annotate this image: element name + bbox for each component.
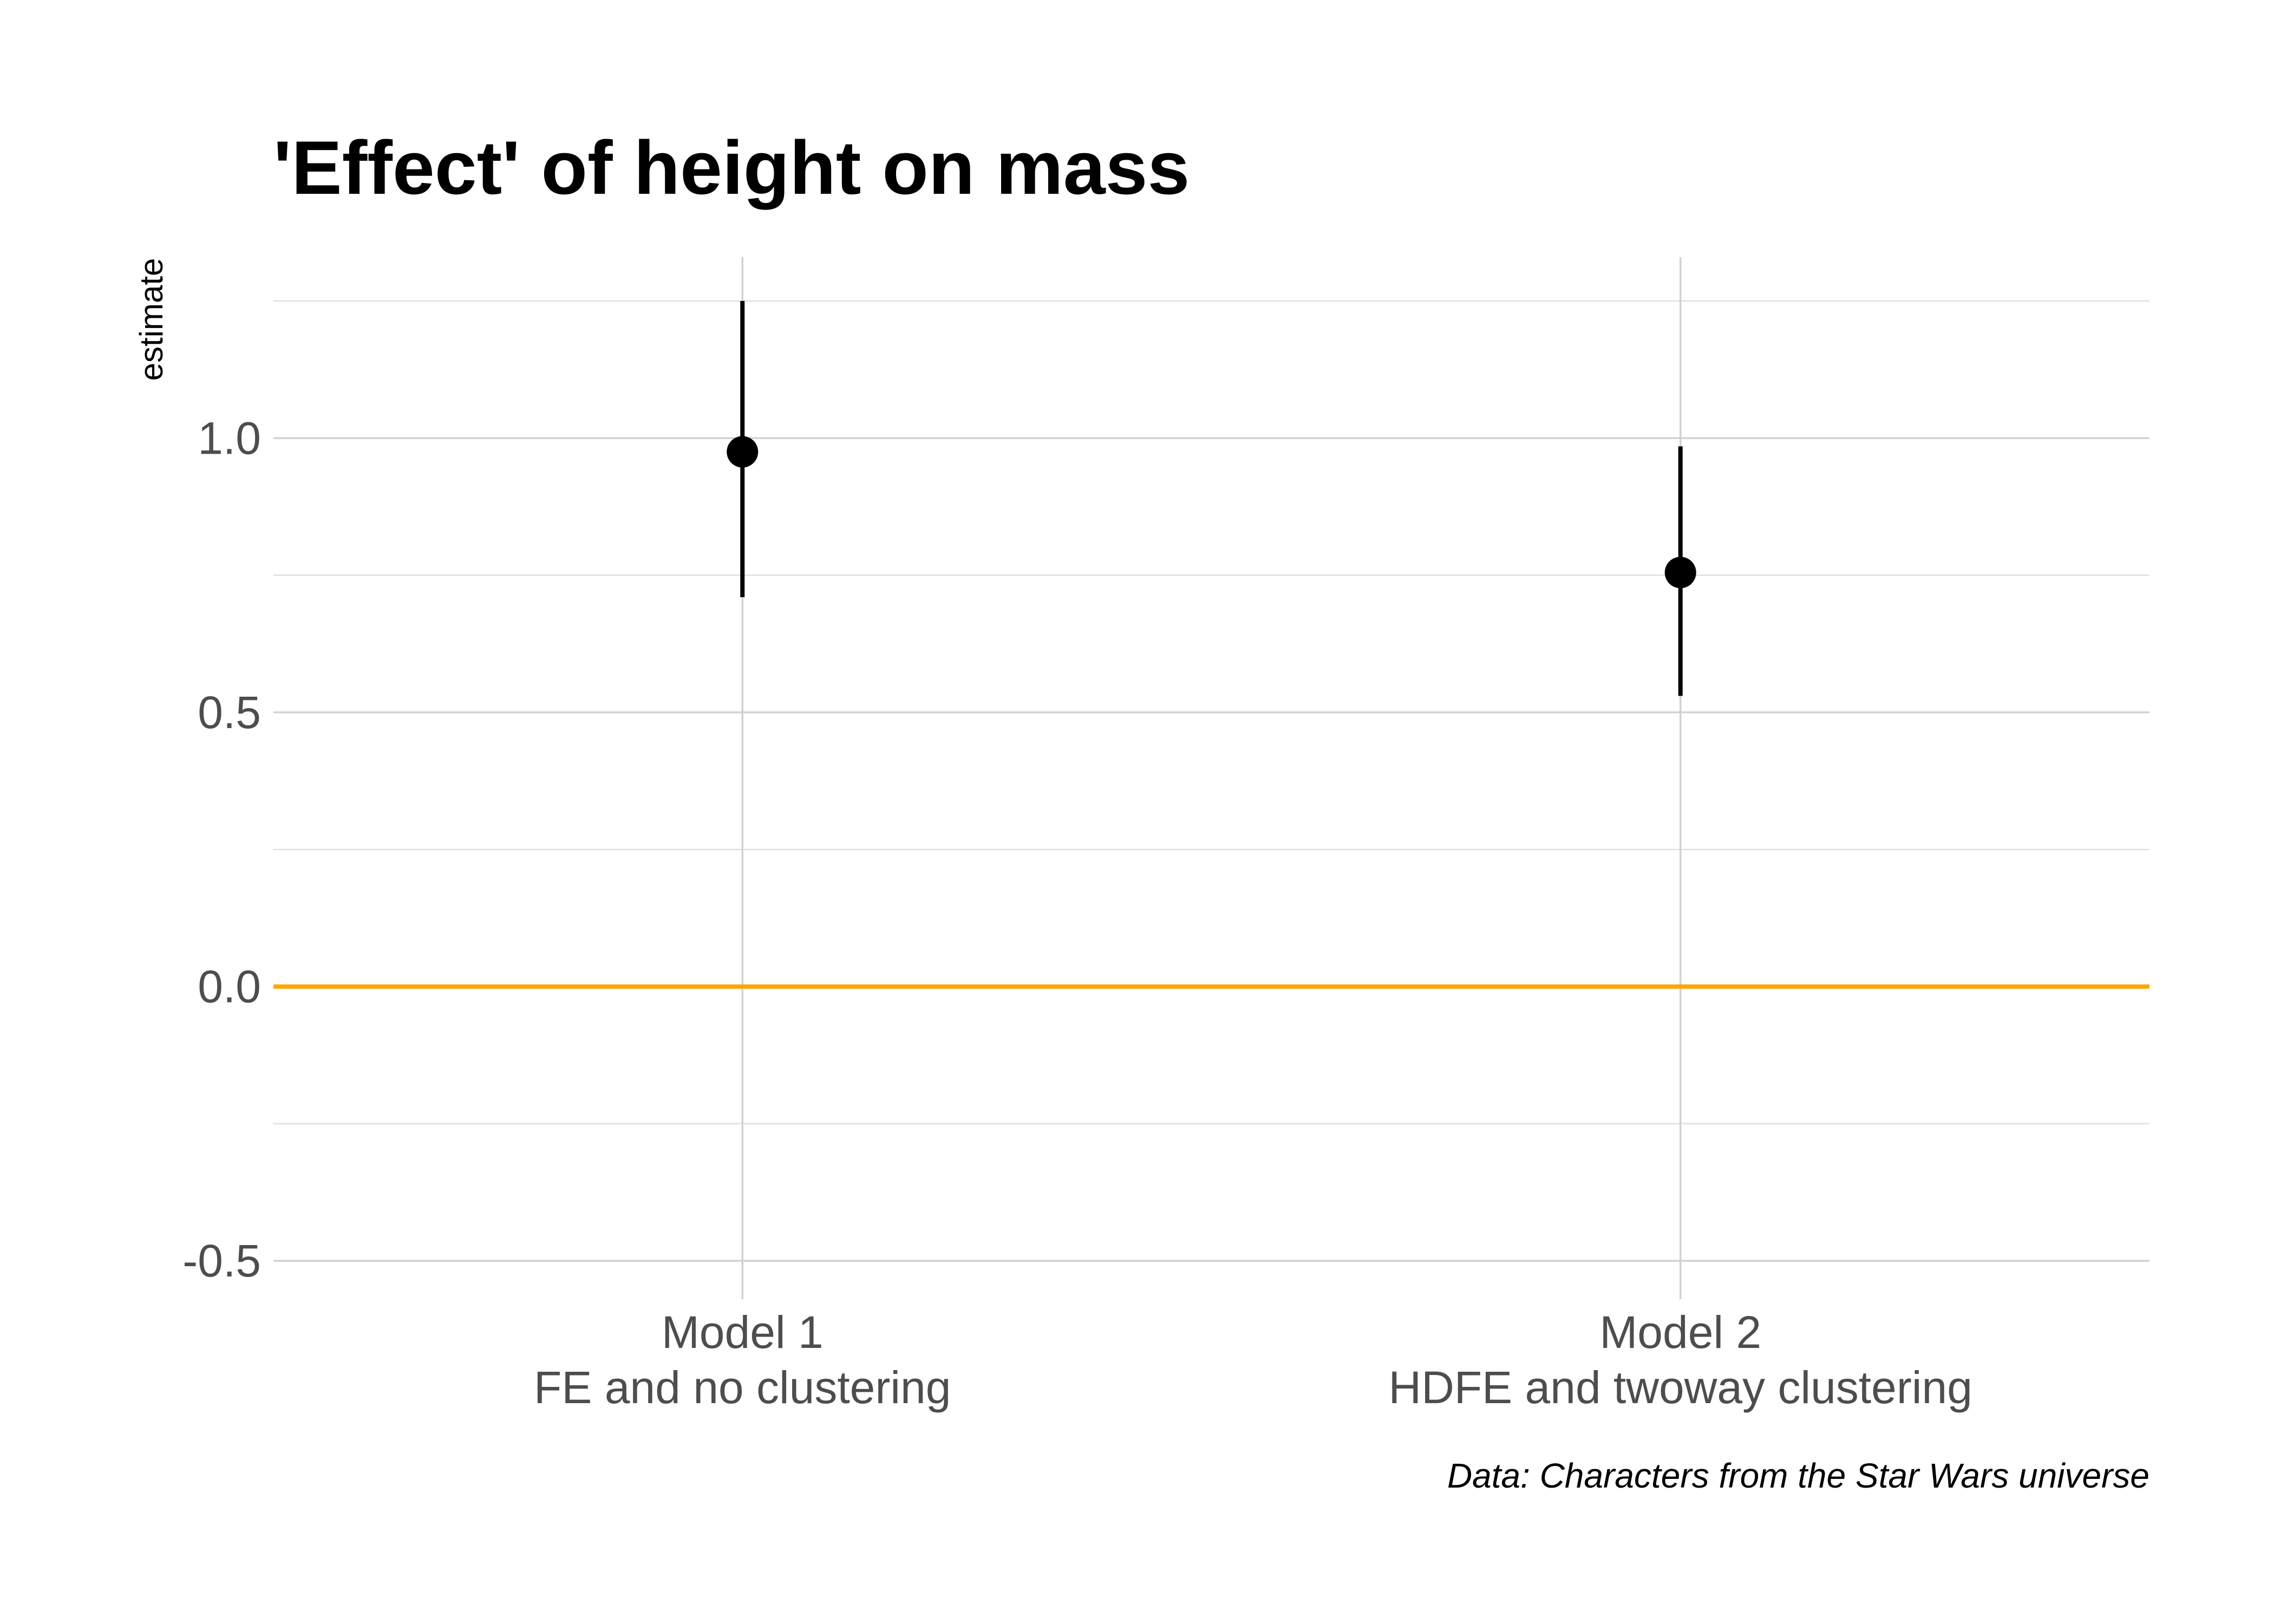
y-tick-labels: -0.5 0.0 0.5 1.0	[182, 412, 261, 1286]
major-gridlines	[273, 257, 2149, 1299]
y-axis-label: estimate	[133, 258, 169, 381]
estimate-point-0	[727, 436, 759, 468]
x-tick-label-0: Model 1	[662, 1307, 824, 1358]
y-tick-label-1: 0.0	[198, 961, 261, 1012]
minor-gridlines	[273, 300, 2149, 1125]
y-tick-label-3: 1.0	[198, 412, 261, 463]
x-tick-sublabel-1: HDFE and twoway clustering	[1389, 1362, 1972, 1413]
estimate-marks	[727, 301, 1696, 696]
x-tick-label-1: Model 2	[1599, 1307, 1761, 1358]
y-tick-label-0: -0.5	[182, 1235, 261, 1286]
x-tick-sublabel-0: FE and no clustering	[534, 1362, 951, 1413]
chart-title: 'Effect' of height on mass	[273, 125, 1190, 210]
y-tick-label-2: 0.5	[198, 687, 261, 738]
chart-caption: Data: Characters from the Star Wars univ…	[1447, 1456, 2149, 1495]
estimate-point-1	[1664, 556, 1696, 588]
